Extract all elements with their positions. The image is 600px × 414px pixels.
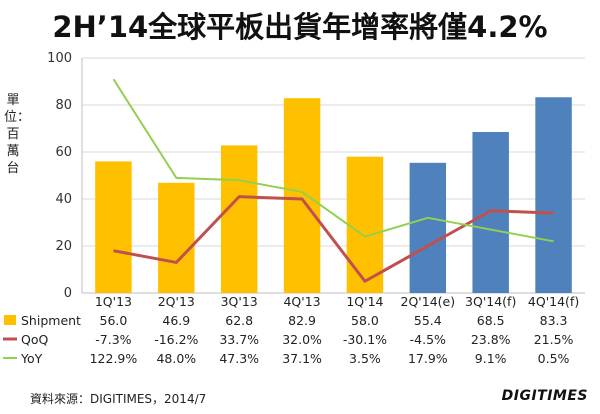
data-label: 17.9% bbox=[408, 351, 448, 366]
digitimes-logo: DIGITIMES bbox=[501, 388, 588, 404]
data-label: 55.4 bbox=[414, 313, 442, 328]
line-YoY bbox=[112, 78, 554, 243]
x-tick-label: 1Q'14 bbox=[346, 294, 383, 309]
bar-1Q'13 bbox=[95, 161, 132, 293]
x-tick-label: 2Q'13 bbox=[158, 294, 195, 309]
data-label: 37.1% bbox=[282, 351, 322, 366]
data-label: 23.8% bbox=[471, 332, 511, 347]
line-QoQ bbox=[113, 195, 554, 283]
data-label: 48.0% bbox=[156, 351, 196, 366]
data-label: 3.5% bbox=[349, 351, 381, 366]
chart-title: 2H’14全球平板出貨年增率將僅4.2% bbox=[52, 10, 548, 44]
bar-3Q'13 bbox=[220, 145, 258, 293]
x-tick-label: 4Q'14(f) bbox=[528, 294, 579, 309]
data-label: 83.3 bbox=[540, 313, 568, 328]
data-label: 9.1% bbox=[475, 351, 507, 366]
legend-label-QoQ: QoQ bbox=[21, 332, 48, 347]
legend-label-YoY: YoY bbox=[20, 351, 43, 366]
bar-4Q'13 bbox=[283, 98, 321, 293]
x-tick-label: 4Q'13 bbox=[283, 294, 320, 309]
data-label: 82.9 bbox=[288, 313, 316, 328]
data-label: 56.0 bbox=[100, 313, 128, 328]
data-label: -30.1% bbox=[343, 332, 387, 347]
bar-2Q'14(e) bbox=[409, 162, 447, 293]
x-tick-label: 1Q'13 bbox=[95, 294, 132, 309]
legend-key-Shipment bbox=[4, 315, 16, 325]
y-tick-label: 100 bbox=[47, 51, 72, 66]
y-tick-label: 80 bbox=[55, 98, 72, 113]
data-label: 0.5% bbox=[538, 351, 570, 366]
data-label: 33.7% bbox=[219, 332, 259, 347]
data-label: 21.5% bbox=[534, 332, 574, 347]
data-label: 32.0% bbox=[282, 332, 322, 347]
bar-1Q'14 bbox=[346, 156, 384, 293]
bar-4Q'14(f) bbox=[535, 97, 572, 294]
data-label: 68.5 bbox=[477, 313, 505, 328]
data-label: 58.0 bbox=[351, 313, 379, 328]
y-tick-label: 0 bbox=[64, 286, 72, 301]
x-tick-label: 3Q'13 bbox=[221, 294, 258, 309]
data-label: 46.9 bbox=[162, 313, 190, 328]
source-note: 資料來源：DIGITIMES，2014/7 bbox=[30, 392, 207, 406]
data-label: 122.9% bbox=[90, 351, 138, 366]
x-tick-label: 3Q'14(f) bbox=[465, 294, 516, 309]
legend-label-Shipment: Shipment bbox=[21, 313, 81, 328]
y-tick-label: 60 bbox=[55, 145, 72, 160]
y-tick-label: 40 bbox=[55, 192, 72, 207]
x-tick-label: 2Q'14(e) bbox=[401, 294, 456, 309]
data-label: -16.2% bbox=[154, 332, 198, 347]
data-label: -7.3% bbox=[95, 332, 131, 347]
y-tick-label: 20 bbox=[55, 239, 72, 254]
data-label: 62.8 bbox=[225, 313, 253, 328]
data-label: 47.3% bbox=[219, 351, 259, 366]
data-label: -4.5% bbox=[410, 332, 446, 347]
bar-2Q'13 bbox=[158, 182, 195, 293]
